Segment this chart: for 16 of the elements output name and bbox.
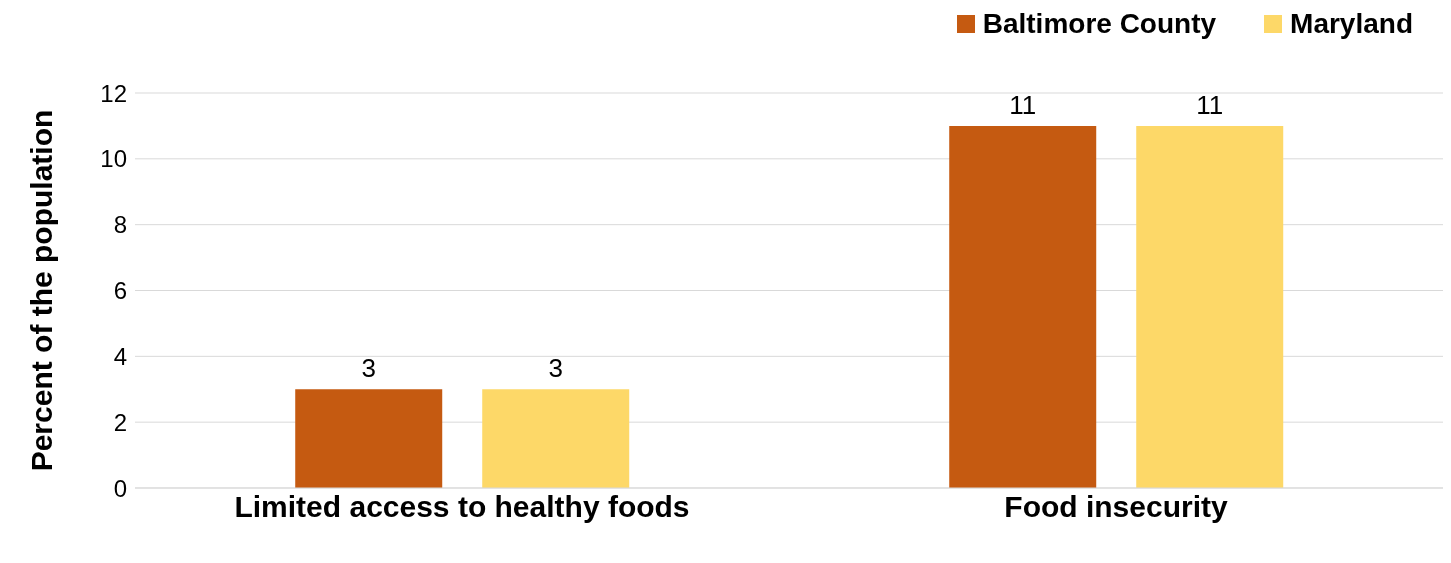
legend-label: Baltimore County: [982, 8, 1217, 40]
y-tick-label: 2: [113, 408, 127, 436]
legend-label: Maryland: [1290, 8, 1413, 40]
y-tick-label: 8: [113, 211, 127, 239]
y-tick-label: 12: [100, 79, 127, 107]
data-label: 3: [548, 353, 563, 384]
data-label: 3: [361, 353, 376, 384]
x-tick-label: Food insecurity: [1004, 490, 1228, 524]
data-label: 11: [1196, 89, 1224, 120]
y-axis-title: Percent of the population: [24, 109, 58, 472]
x-tick-label: Limited access to healthy foods: [234, 490, 690, 524]
y-tick-label: 6: [113, 277, 127, 305]
y-tick-label: 0: [113, 474, 127, 502]
data-label: 11: [1009, 89, 1037, 120]
y-tick-label: 4: [113, 342, 127, 370]
y-tick-label: 10: [100, 145, 127, 173]
